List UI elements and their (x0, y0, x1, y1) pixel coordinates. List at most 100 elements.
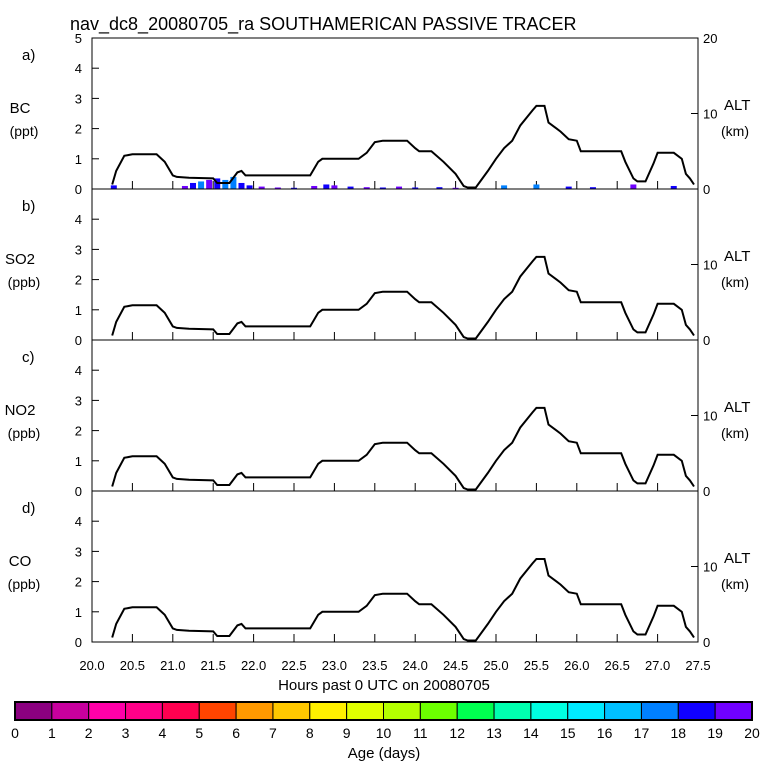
colorbar-swatch (677, 701, 716, 721)
colorbar-swatch (235, 701, 274, 721)
bc-tracer-bar (347, 186, 354, 189)
bc-tracer-bar (565, 186, 572, 189)
unit-label: (ppb) (8, 425, 41, 441)
bc-tracer-bar (181, 185, 188, 189)
x-axis-label: Hours past 0 UTC on 20080705 (278, 677, 490, 694)
colorbar-swatch (198, 701, 237, 721)
right-axis-unit: (km) (721, 123, 749, 139)
left-tick-label: 4 (75, 363, 82, 378)
colorbar-swatch (88, 701, 127, 721)
species-label: NO2 (5, 402, 36, 419)
panel-bc: a) BC (ppt) 0 1 2 3 4 5 0 10 20 ALT (km) (10, 31, 751, 197)
x-tick-label: 20.5 (120, 658, 145, 673)
right-axis-label: ALT (724, 399, 750, 416)
left-tick-label: 1 (75, 303, 82, 318)
right-axis-label: ALT (724, 550, 750, 567)
x-tick-label: 26.0 (564, 658, 589, 673)
left-tick-label: 1 (75, 605, 82, 620)
bc-tracer-bar (379, 187, 386, 189)
bc-tracer-bar (206, 179, 213, 189)
colorbar-swatch (346, 701, 384, 721)
x-tick-label: 23.0 (322, 658, 347, 673)
x-tick-label: 24.5 (443, 658, 468, 673)
colorbar-tick-label: 5 (195, 725, 203, 741)
species-label: BC (10, 100, 31, 117)
unit-label: (ppb) (8, 274, 41, 290)
colorbar-swatch (309, 701, 348, 721)
colorbar-tick-label: 0 (11, 725, 19, 741)
x-tick-label: 24.0 (403, 658, 428, 673)
panel-letter: d) (22, 500, 35, 517)
left-tick-label: 5 (75, 31, 82, 46)
colorbar-tick-label: 12 (449, 725, 465, 741)
right-axis-label: ALT (724, 97, 750, 114)
right-axis-unit: (km) (721, 274, 749, 290)
panel-frame (91, 37, 699, 190)
colorbar-swatch (530, 701, 569, 721)
colorbar-swatch (640, 701, 679, 721)
bc-tracer-bar (274, 187, 281, 189)
x-tick-label: 27.0 (645, 658, 670, 673)
left-tick-label: 0 (75, 182, 82, 197)
right-axis-label: ALT (724, 248, 750, 265)
left-tick-label: 2 (75, 122, 82, 137)
left-tick-label: 3 (75, 393, 82, 408)
species-label: CO (9, 553, 32, 570)
left-tick-label: 4 (75, 212, 82, 227)
unit-label: (ppt) (10, 123, 39, 139)
x-tick-label: 23.5 (362, 658, 387, 673)
bc-tracer-bar (331, 185, 338, 189)
panel-letter: c) (22, 349, 35, 366)
panel-frame (91, 188, 699, 341)
bc-tracer-bar (311, 185, 318, 189)
x-tick-label: 27.5 (685, 658, 710, 673)
panel-letter: b) (22, 198, 35, 215)
bc-tracer-bar (291, 187, 297, 189)
bc-tracer-bar (670, 185, 677, 189)
bc-tracer-bar (589, 187, 596, 189)
x-tick-label: 25.0 (483, 658, 508, 673)
bc-tracer-bar (110, 185, 117, 189)
colorbar-swatch (161, 701, 200, 721)
bc-tracer-bar (238, 182, 245, 189)
left-tick-label: 3 (75, 91, 82, 106)
left-tick-label: 4 (75, 514, 82, 529)
bc-tracer-bar (190, 182, 196, 189)
left-tick-label: 2 (75, 575, 82, 590)
colorbar-tick-label: 15 (560, 725, 576, 741)
right-axis-unit: (km) (721, 576, 749, 592)
colorbar-swatch (567, 701, 606, 721)
left-tick-label: 1 (75, 152, 82, 167)
bc-tracer-bar (363, 187, 370, 189)
colorbar-tick-label: 10 (376, 725, 392, 741)
species-label: SO2 (5, 251, 35, 268)
altitude-line (111, 255, 695, 340)
left-tick-label: 4 (75, 61, 82, 76)
right-tick-label: 10 (703, 560, 717, 575)
left-tick-label: 1 (75, 454, 82, 469)
right-tick-label: 10 (703, 409, 717, 424)
colorbar-tick-label: 14 (523, 725, 539, 741)
bc-tracer-bar (396, 186, 403, 189)
bc-tracer-bar (533, 184, 540, 189)
colorbar-swatch (493, 701, 532, 721)
bc-tracer-bar (323, 184, 330, 189)
colorbar-swatch (125, 701, 163, 721)
x-tick-label: 21.5 (201, 658, 226, 673)
altitude-line (111, 558, 695, 642)
altitude-line (111, 406, 695, 491)
left-tick-label: 2 (75, 273, 82, 288)
colorbar-tick-label: 3 (122, 725, 130, 741)
bc-tracer-bar (452, 187, 459, 189)
colorbar-tick-label: 8 (306, 725, 314, 741)
right-tick-label: 0 (703, 635, 710, 650)
colorbar-swatch (272, 701, 311, 721)
colorbar-swatch (419, 701, 458, 721)
colorbar-tick-label: 18 (671, 725, 687, 741)
colorbar-tick-label: 13 (486, 725, 502, 741)
colorbar-label: Age (days) (348, 745, 421, 762)
x-tick-label: 25.5 (524, 658, 549, 673)
panel-so2: b) SO2 (ppb) 0 1 2 3 4 0 10 ALT (km) (5, 188, 750, 348)
left-tick-label: 0 (75, 333, 82, 348)
